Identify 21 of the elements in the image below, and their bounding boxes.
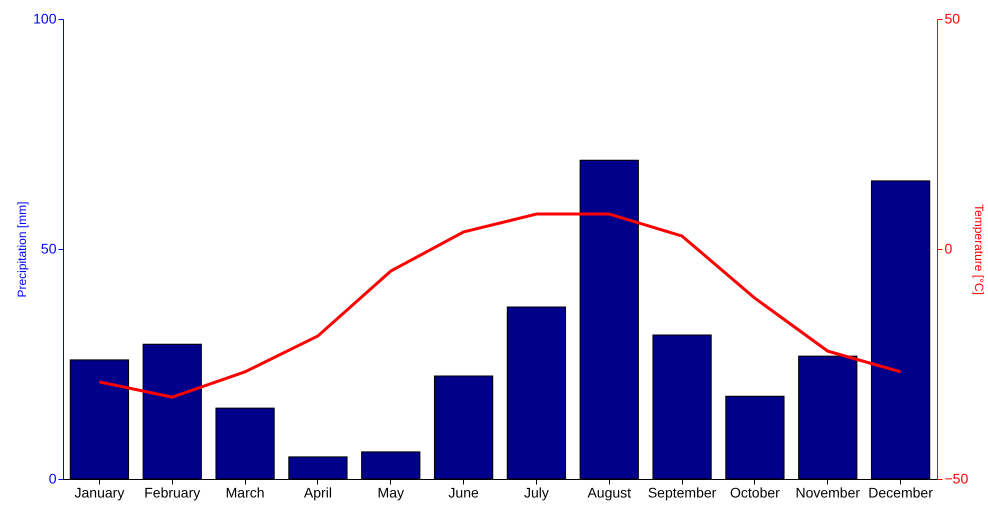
x-tick-label: January: [74, 484, 124, 500]
y-tick-label: 0: [48, 470, 57, 486]
x-tick-label: November: [795, 484, 860, 500]
line-series: [98, 212, 902, 399]
y-tick-label: 100: [33, 10, 57, 26]
x-tick-label: June: [448, 484, 479, 500]
y2-tick-label: 50: [944, 10, 960, 26]
x-tick-label: May: [378, 484, 404, 500]
x-tick-label: March: [226, 484, 265, 500]
x-tick-label: December: [868, 484, 934, 500]
x-tick-label: September: [648, 484, 717, 500]
x-tick-label: July: [524, 484, 549, 500]
x-tick-label: October: [730, 484, 780, 500]
y-tick-label: 50: [40, 240, 57, 256]
x-tick-label: August: [587, 484, 632, 500]
y2-axis-title: Temperature [°C]: [972, 204, 986, 295]
x-tick-label: February: [144, 484, 200, 500]
x-tick-label: April: [304, 484, 332, 500]
y2-tick-label: −50: [944, 470, 968, 486]
y2-tick-label: 0: [944, 240, 952, 256]
y-axis-title: Precipitation [mm]: [15, 201, 30, 298]
